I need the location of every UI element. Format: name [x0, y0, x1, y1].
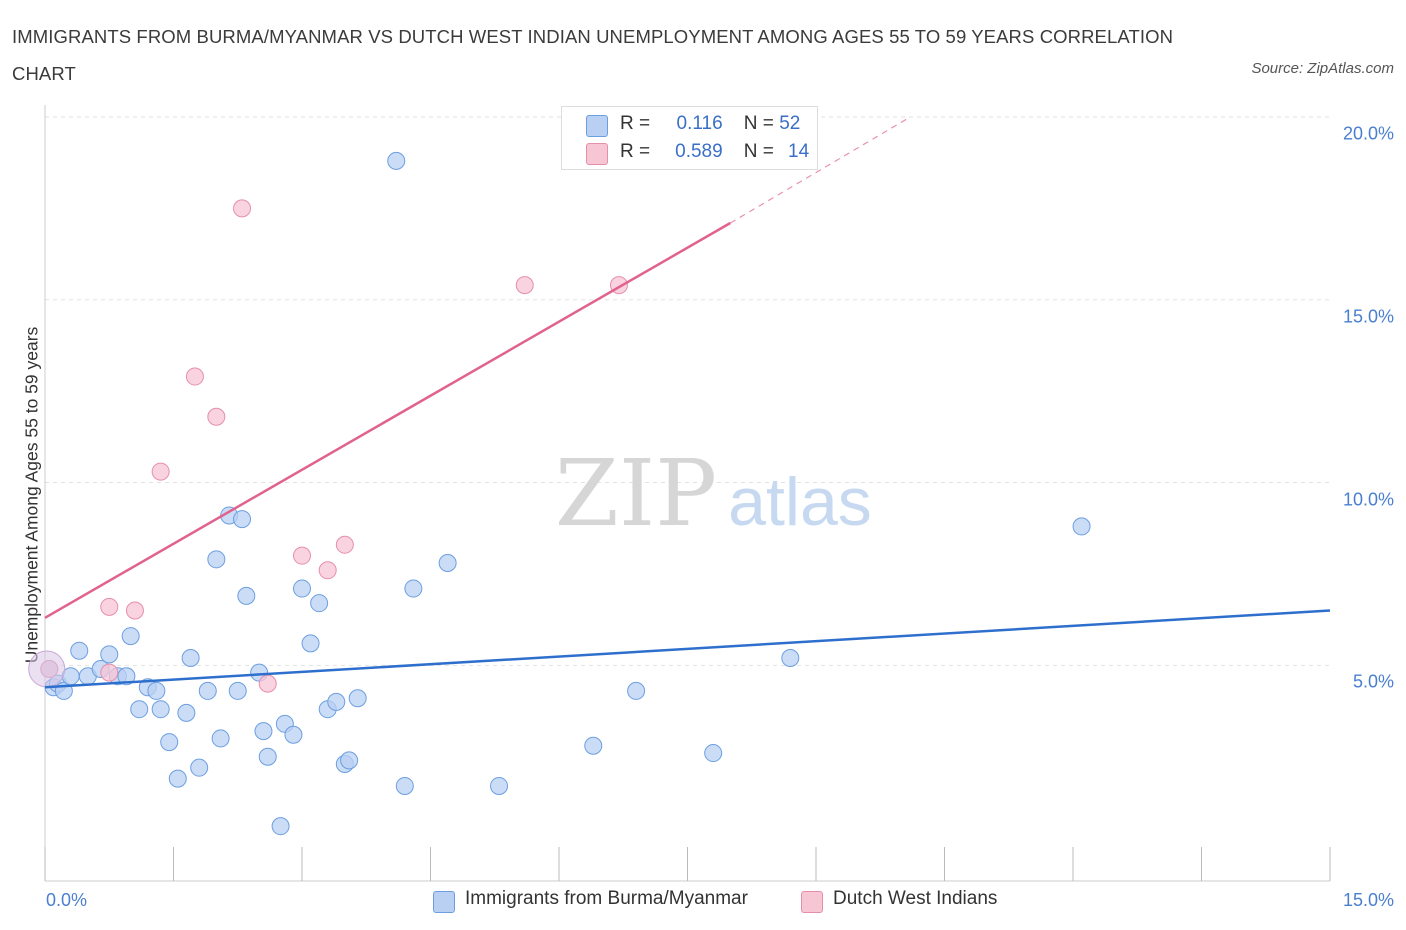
data-point — [387, 151, 406, 170]
x-tick-label-min: 0.0% — [46, 890, 88, 910]
series-legend-label-dutch: Dutch West Indians — [833, 888, 998, 909]
data-point — [168, 769, 187, 788]
data-point — [293, 579, 311, 598]
legend-r-value-dutch: 0.589 — [675, 141, 723, 162]
data-point — [515, 276, 534, 295]
legend-swatch-dutch — [586, 143, 608, 165]
x-tick-label-max: 15.0% — [1342, 890, 1394, 910]
data-point — [318, 561, 337, 580]
data-point — [190, 758, 209, 777]
watermark-atlas: atlas — [728, 464, 872, 540]
data-point — [237, 586, 256, 605]
watermark: ZIP atlas — [555, 440, 872, 547]
data-point — [181, 649, 200, 668]
data-point — [100, 597, 119, 616]
correlation-legend: R = 0.116 N = 52 R = 0.589 N = 14 — [561, 106, 818, 170]
series-legend-label-burma: Immigrants from Burma/Myanmar — [465, 888, 748, 909]
data-point — [177, 703, 196, 722]
chart-source: Source: ZipAtlas.com — [1251, 60, 1394, 77]
data-point — [117, 667, 136, 686]
data-point — [228, 681, 247, 700]
data-point — [404, 579, 423, 598]
legend-n-label: N = — [743, 141, 774, 162]
trend-line-burma — [44, 609, 1331, 689]
data-point — [271, 817, 290, 836]
trend-line-dutch — [44, 221, 731, 619]
data-point — [70, 641, 89, 660]
data-point — [438, 553, 457, 572]
gridlines — [45, 116, 1330, 666]
data-point — [284, 725, 303, 744]
data-point — [100, 645, 119, 664]
data-point — [1072, 517, 1091, 536]
data-point — [185, 367, 204, 386]
data-point — [151, 700, 170, 719]
data-point — [490, 776, 509, 795]
data-point — [327, 692, 346, 711]
chart-title: IMMIGRANTS FROM BURMA/MYANMAR VS DUTCH W… — [12, 26, 1174, 84]
data-point — [348, 689, 367, 708]
data-point — [301, 634, 320, 653]
data-point — [233, 199, 252, 218]
data-point — [233, 510, 252, 529]
data-point — [198, 681, 217, 700]
data-point — [160, 733, 179, 752]
legend-swatch-burma — [586, 115, 608, 137]
data-point-cluster — [28, 650, 66, 688]
data-point — [704, 744, 723, 763]
data-point — [207, 550, 226, 569]
data-point — [293, 546, 311, 565]
legend-r-label: R = — [620, 141, 651, 162]
data-point — [781, 649, 800, 668]
y-tick-label: 5.0% — [1352, 671, 1394, 692]
data-point — [151, 462, 170, 481]
series-burma — [40, 151, 1091, 836]
data-point — [125, 601, 144, 620]
y-tick-label: 15.0% — [1342, 306, 1394, 327]
watermark-zip: ZIP — [555, 440, 717, 547]
series-legend-swatch-dutch — [801, 891, 823, 913]
axes — [44, 105, 1331, 882]
legend-r-value-burma: 0.116 — [676, 113, 723, 134]
data-point — [254, 722, 273, 741]
series-layer — [28, 116, 1331, 836]
trend-line-extension-dutch — [730, 116, 911, 224]
y-tick-label: 20.0% — [1342, 123, 1394, 144]
data-point — [627, 681, 646, 700]
data-point — [340, 751, 359, 770]
legend-n-value-burma: 52 — [779, 113, 801, 134]
data-point — [100, 663, 119, 682]
data-point — [147, 681, 166, 700]
data-point — [335, 535, 354, 554]
data-point — [584, 736, 603, 755]
data-point — [258, 747, 277, 766]
legend-r-label: R = — [620, 113, 651, 134]
data-point — [211, 729, 230, 748]
data-point — [121, 627, 140, 646]
data-point — [207, 407, 226, 426]
y-tick-label: 10.0% — [1342, 489, 1394, 510]
series-dutch — [40, 199, 628, 693]
series-legend-swatch-burma — [433, 891, 455, 913]
data-point — [395, 776, 414, 795]
data-point — [130, 700, 149, 719]
data-point — [258, 674, 277, 693]
legend-n-value-dutch: 14 — [788, 141, 810, 162]
legend-n-label: N = — [743, 113, 774, 134]
data-point — [310, 594, 329, 613]
